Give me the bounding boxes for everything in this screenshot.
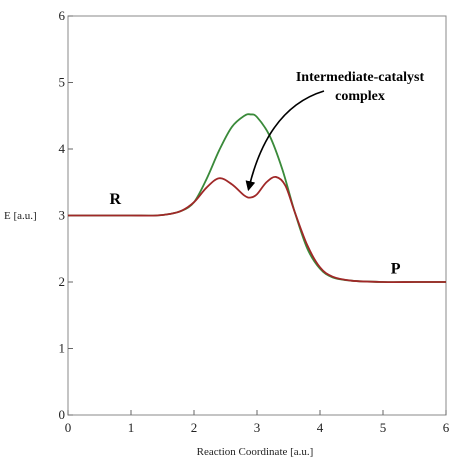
y-tick-label: 0 xyxy=(59,407,66,422)
x-tick-label: 6 xyxy=(443,420,450,435)
y-tick-label: 3 xyxy=(59,208,66,223)
x-axis-label: Reaction Coordinate [a.u.] xyxy=(197,446,314,458)
catalyzed-series-line xyxy=(68,175,446,283)
y-tick-label: 5 xyxy=(59,75,66,90)
y-tick-label: 1 xyxy=(59,341,66,356)
annotation-intermediate-line2: complex xyxy=(335,89,385,104)
x-tick-label: 5 xyxy=(380,420,387,435)
x-tick-label: 1 xyxy=(128,420,135,435)
reactant-label: R xyxy=(109,191,121,208)
uncatalyzed-series-line xyxy=(68,113,446,283)
x-tick-label: 3 xyxy=(254,420,261,435)
x-tick-label: 2 xyxy=(191,420,198,435)
y-axis-label: E [a.u.] xyxy=(4,210,37,222)
x-axis-ticks: 0 1 2 3 4 5 6 xyxy=(65,410,450,435)
annotation-arrow xyxy=(245,90,325,192)
x-tick-label: 4 xyxy=(317,420,324,435)
annotation-intermediate-line1: Intermediate-catalyst xyxy=(296,70,425,85)
series-layer xyxy=(68,113,446,283)
y-tick-label: 4 xyxy=(59,141,66,156)
x-tick-label: 0 xyxy=(65,420,72,435)
y-tick-label: 6 xyxy=(59,8,66,23)
y-tick-label: 2 xyxy=(59,274,66,289)
annotation-layer: Intermediate-catalyst complex R P xyxy=(109,70,424,277)
product-label: P xyxy=(391,260,401,277)
